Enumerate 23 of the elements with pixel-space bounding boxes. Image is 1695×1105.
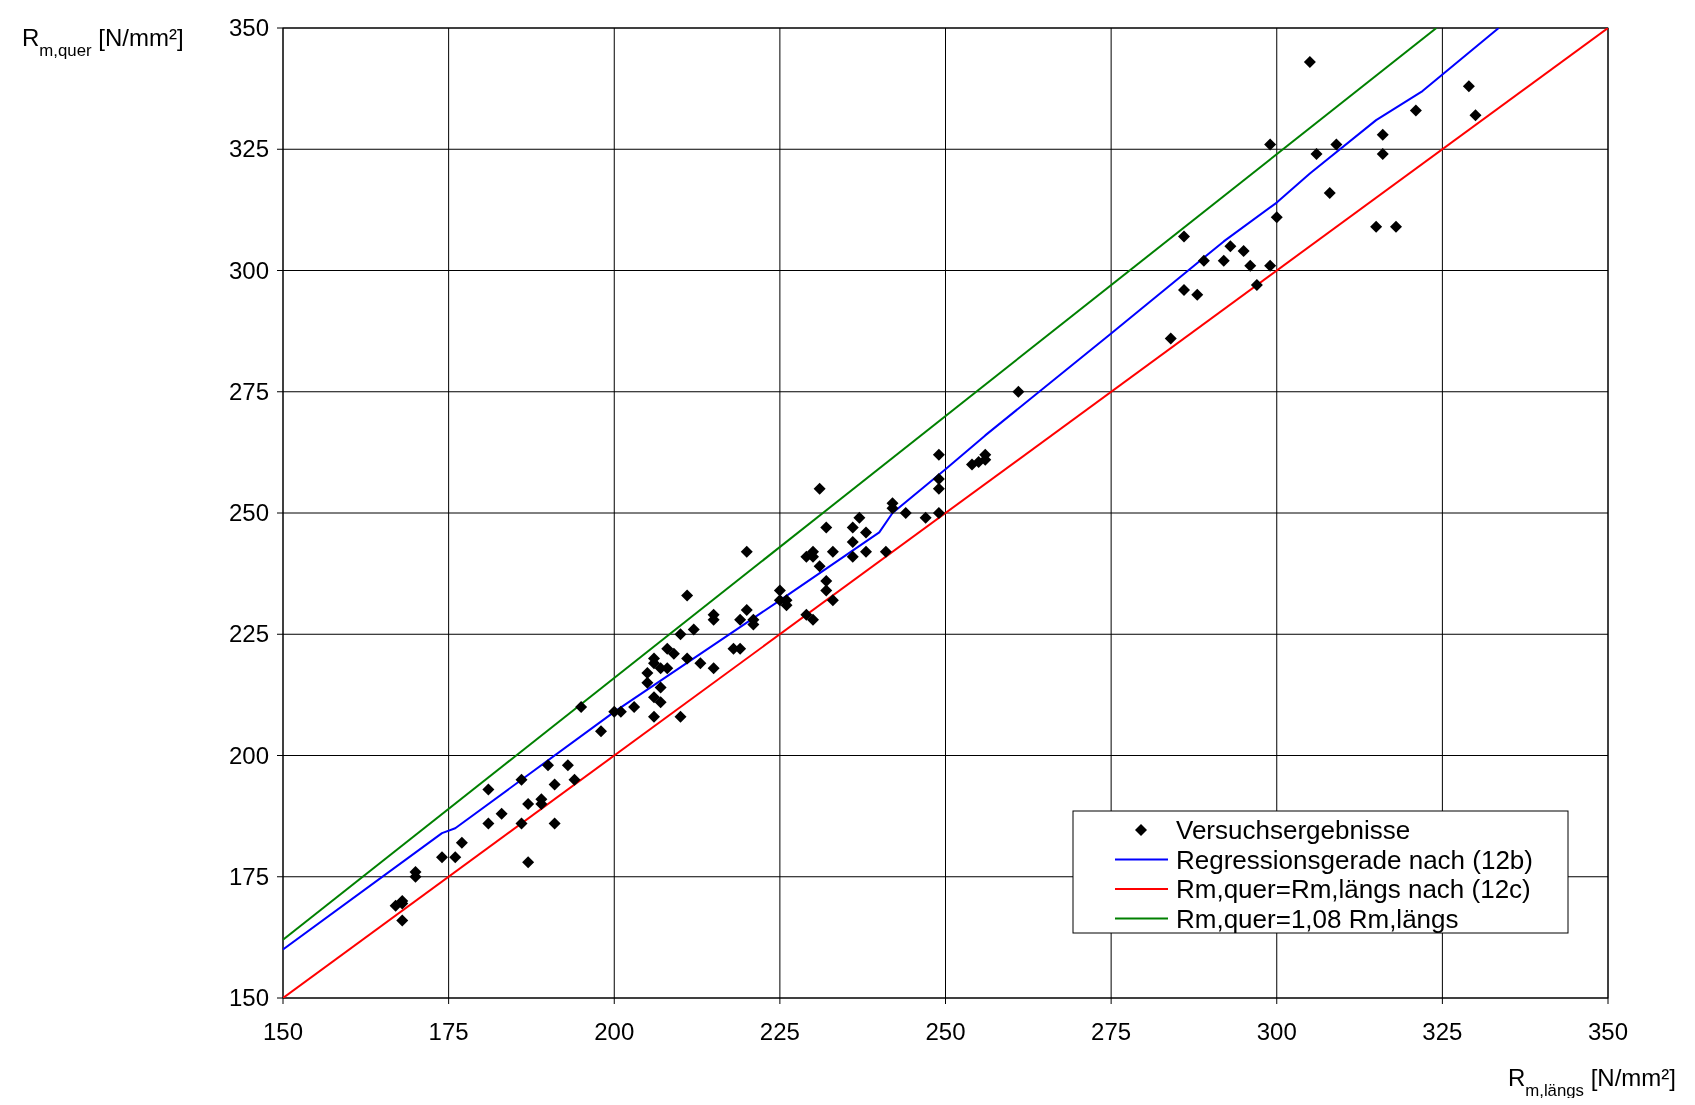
x-tick-label: 225 (759, 1018, 800, 1045)
x-tick-label: 350 (1587, 1018, 1629, 1045)
y-tick-label: 325 (228, 135, 269, 163)
x-tick-label: 150 (262, 1018, 304, 1045)
y-tick-label: 200 (228, 741, 269, 769)
x-tick-label: 200 (594, 1018, 635, 1045)
legend-label: Versuchsergebnisse (1176, 815, 1411, 845)
x-tick-label: 275 (1091, 1018, 1132, 1045)
y-tick-label: 175 (228, 862, 269, 890)
y-tick-label: 300 (228, 256, 269, 284)
y-tick-label: 275 (228, 377, 269, 405)
legend-label: Rm,quer=1,08 Rm,längs (1176, 903, 1459, 934)
y-axis-title: R$_{m,quer}$ [N/mm²] (22, 24, 184, 60)
y-tick-label: 150 (228, 984, 269, 1011)
y-tick-label: 250 (228, 499, 269, 526)
x-tick-label: 250 (925, 1018, 966, 1045)
y-tick-label: 225 (228, 620, 269, 648)
x-tick-label: 325 (1422, 1018, 1463, 1045)
legend-label: Rm,quer=Rm,längs nach (12c) (1176, 874, 1531, 904)
x-tick-label: 300 (1256, 1018, 1297, 1045)
y-tick-label: 350 (228, 14, 269, 41)
legend-label: Regressionsgerade nach (12b) (1176, 844, 1533, 875)
x-tick-label: 175 (428, 1018, 469, 1045)
